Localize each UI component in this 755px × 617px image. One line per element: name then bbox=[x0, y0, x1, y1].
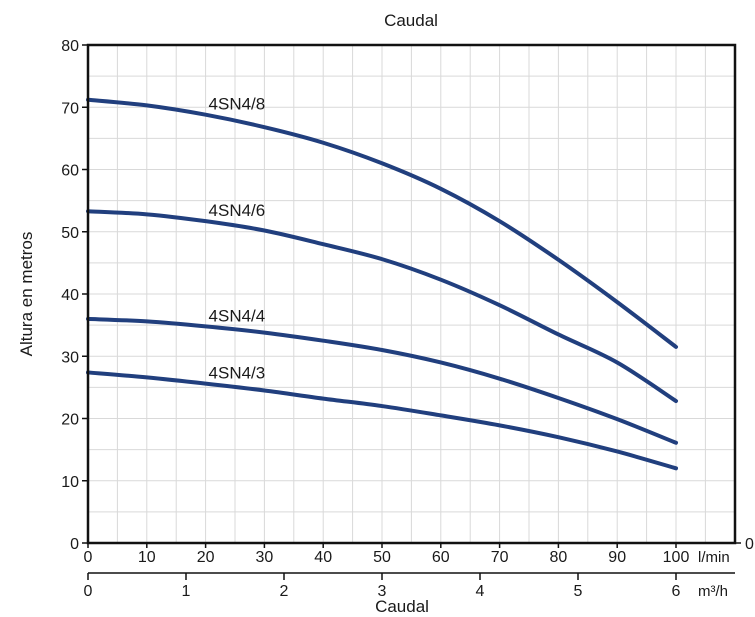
x-axis-title: Caudal bbox=[375, 597, 429, 616]
x-tick-label: 50 bbox=[373, 549, 391, 566]
x-tick-label: 20 bbox=[197, 549, 215, 566]
x-unit-label: l/min bbox=[698, 549, 730, 566]
x-tick-label: 60 bbox=[432, 549, 450, 566]
y-axis-ticks: 0 10 20 30 40 50 60 70 80 bbox=[61, 38, 88, 553]
x2-axis-ticks: 0 1 2 3 4 5 6 bbox=[84, 573, 681, 600]
y-tick-label: 10 bbox=[61, 474, 79, 491]
y-axis-title: Altura en metros bbox=[17, 232, 36, 357]
y-tick-label: 60 bbox=[61, 163, 79, 180]
y-tick-label: 70 bbox=[61, 100, 79, 117]
series-line bbox=[86, 370, 678, 471]
series-line bbox=[86, 209, 678, 404]
y-tick-label: 30 bbox=[61, 349, 79, 366]
series-line bbox=[86, 316, 678, 445]
y-tick-label: 20 bbox=[61, 412, 79, 429]
grid bbox=[88, 45, 735, 543]
x2-tick-label: 2 bbox=[280, 583, 289, 600]
series-label: 4SN4/3 bbox=[209, 364, 266, 383]
x-tick-label: 40 bbox=[314, 549, 332, 566]
x-tick-label: 80 bbox=[550, 549, 568, 566]
x2-tick-label: 3 bbox=[378, 583, 387, 600]
x2-tick-label: 0 bbox=[84, 583, 93, 600]
x2-tick-label: 5 bbox=[574, 583, 583, 600]
series-label: 4SN4/4 bbox=[209, 306, 266, 325]
right-axis-label: 0 bbox=[745, 536, 754, 553]
x2-tick-label: 6 bbox=[672, 583, 681, 600]
series-layer: 4SN4/8 4SN4/6 4SN4/4 4SN4/3 bbox=[86, 95, 678, 471]
series-line bbox=[86, 97, 678, 349]
x-tick-label: 70 bbox=[491, 549, 509, 566]
x-axis-ticks: 0 10 20 30 40 50 60 70 80 90 100 bbox=[84, 543, 690, 566]
y-tick-label: 80 bbox=[61, 38, 79, 55]
series-label: 4SN4/8 bbox=[209, 95, 266, 114]
y-tick-label: 50 bbox=[61, 225, 79, 242]
x2-unit-label: m³/h bbox=[698, 583, 728, 600]
series-label: 4SN4/6 bbox=[209, 201, 266, 220]
x-tick-label: 10 bbox=[138, 549, 156, 566]
x2-tick-label: 1 bbox=[182, 583, 191, 600]
x-tick-label: 100 bbox=[663, 549, 690, 566]
x2-tick-label: 4 bbox=[476, 583, 485, 600]
chart-title: Caudal bbox=[384, 11, 438, 30]
x-tick-label: 90 bbox=[608, 549, 626, 566]
x-tick-label: 0 bbox=[84, 549, 93, 566]
y-tick-label: 40 bbox=[61, 287, 79, 304]
x-tick-label: 30 bbox=[256, 549, 274, 566]
y-tick-label: 0 bbox=[70, 536, 79, 553]
